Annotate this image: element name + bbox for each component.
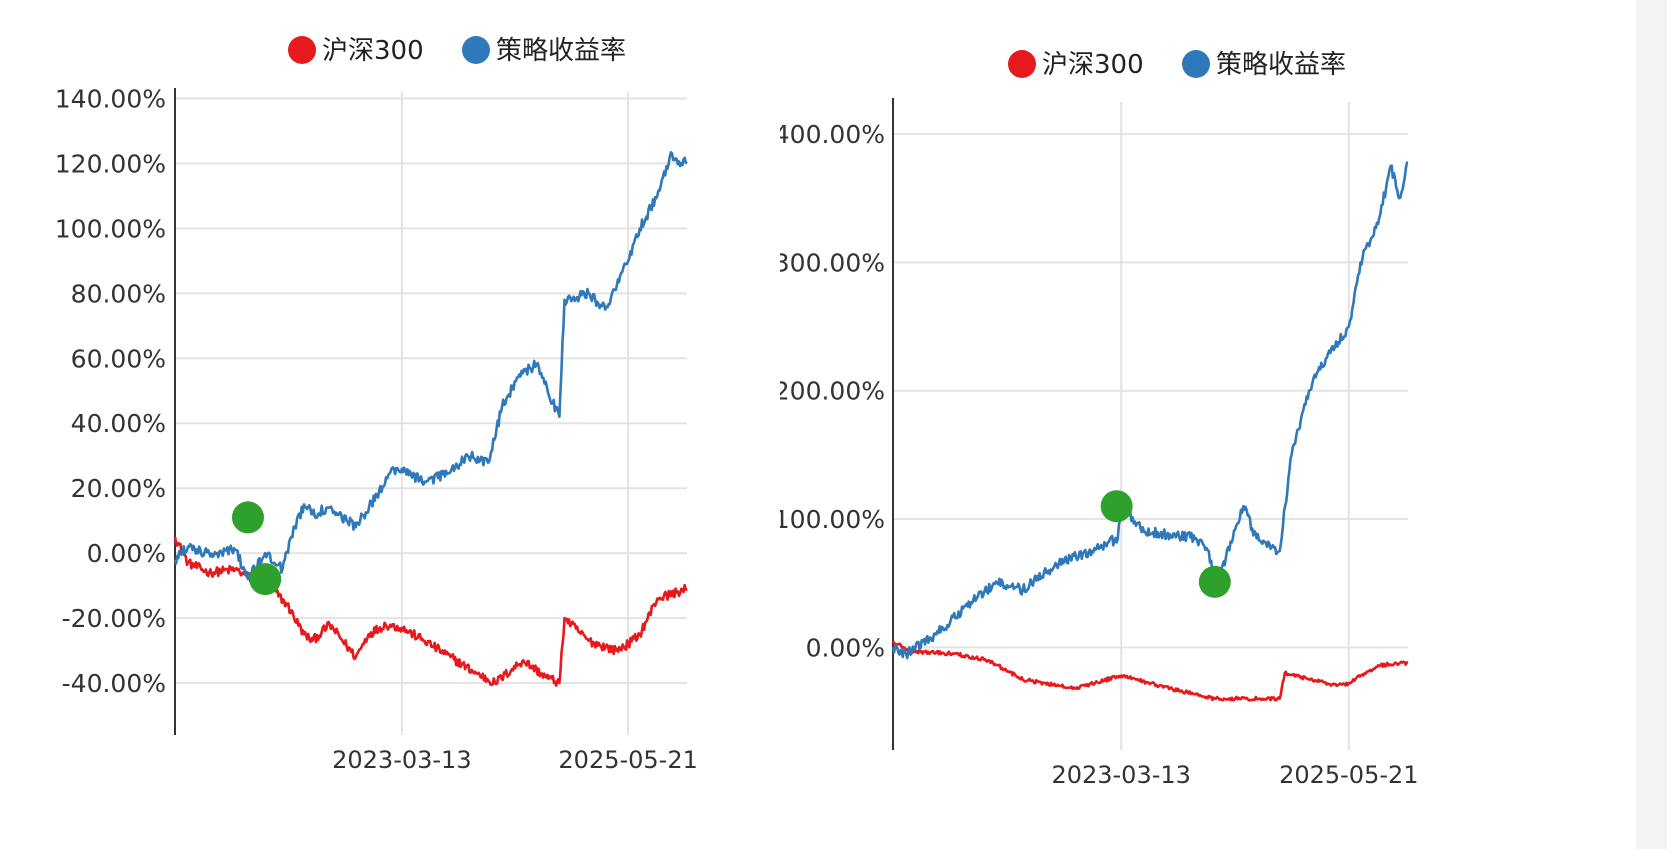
signal-marker	[1198, 565, 1231, 598]
legend-label: 沪深300	[1042, 50, 1144, 80]
signal-marker	[249, 563, 282, 596]
scrollbar-track[interactable]	[1636, 0, 1667, 849]
chart-right: 400.00% 300.00% 200.00% 100.00% 0.00% 2023-03…	[780, 50, 1419, 789]
y-tick-label: 200.00%	[780, 377, 885, 406]
y-tick-label: -40.00%	[62, 669, 166, 698]
y-tick-label: 100.00%	[780, 505, 885, 534]
y-tick-label: 100.00%	[55, 214, 166, 243]
x-tick-label: 2023-03-13	[332, 746, 471, 774]
y-tick-label: 20.00%	[71, 474, 166, 503]
y-tick-label: 120.00%	[55, 149, 166, 178]
series-line-strategy	[173, 151, 688, 581]
legend-swatch	[1182, 50, 1210, 78]
legend-label: 策略收益率	[1216, 50, 1346, 80]
legend-swatch	[288, 36, 316, 64]
y-tick-label: 400.00%	[780, 120, 885, 149]
legend-swatch	[1008, 50, 1036, 78]
y-tick-label: -20.00%	[62, 604, 166, 633]
chart-left: 140.00% 120.00% 100.00% 80.00% 60.00% 40.00% 2…	[55, 36, 698, 774]
series-line-index	[173, 536, 688, 687]
legend-swatch	[462, 36, 490, 64]
y-tick-label: 40.00%	[71, 409, 166, 438]
x-tick-label: 2025-05-21	[1279, 761, 1418, 789]
series-line-index	[891, 640, 1409, 702]
y-tick-label: 300.00%	[780, 248, 885, 277]
x-tick-label: 2023-03-13	[1051, 761, 1190, 789]
series-line-strategy	[891, 161, 1409, 660]
y-tick-label: 60.00%	[71, 344, 166, 373]
y-tick-label: 80.00%	[71, 279, 166, 308]
y-tick-label: 140.00%	[55, 84, 166, 113]
legend-label: 沪深300	[322, 36, 424, 66]
y-tick-label: 0.00%	[87, 539, 166, 568]
signal-marker	[231, 501, 264, 534]
x-tick-label: 2025-05-21	[558, 746, 697, 774]
signal-marker	[1100, 490, 1133, 523]
legend-label: 策略收益率	[496, 36, 626, 66]
y-tick-label: 0.00%	[806, 633, 885, 662]
